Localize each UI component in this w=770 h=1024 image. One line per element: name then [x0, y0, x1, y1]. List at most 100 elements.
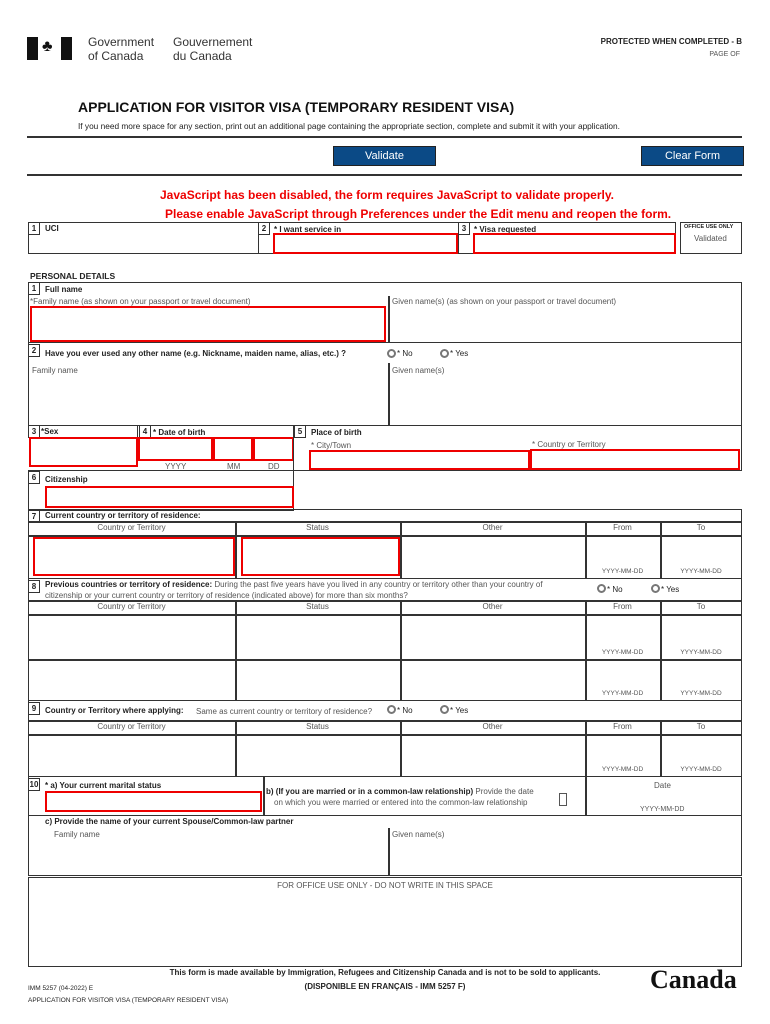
dob-year-input[interactable]: [138, 437, 213, 461]
previous-col-header: Status: [306, 602, 329, 611]
marriage-date-label: Date: [654, 781, 671, 790]
visa-requested-select[interactable]: [473, 233, 676, 254]
marriage-date-format: YYYY-MM-DD: [640, 806, 685, 813]
current-col-header: Country or Territory: [97, 523, 166, 532]
other-name-yes-radio[interactable]: [440, 349, 449, 358]
same-as-question: Same as current country or territory of …: [196, 707, 373, 716]
applying-col-header: Other: [482, 722, 503, 731]
current-date-format: YYYY-MM-DD: [680, 568, 722, 575]
previous-date-format: YYYY-MM-DD: [680, 690, 722, 697]
previous-col-header: Country or Territory: [97, 602, 166, 611]
office-use-area: [28, 877, 742, 967]
current-col-header: To: [696, 523, 706, 532]
pob-city-input[interactable]: [309, 450, 530, 470]
visa-label: * Visa requested: [474, 225, 537, 234]
applying-date-format: YYYY-MM-DD: [601, 766, 644, 773]
canada-wordmark: Canada: [650, 965, 737, 994]
current-status-select[interactable]: [241, 537, 400, 576]
office-use-label: OFFICE USE ONLY: [684, 224, 734, 230]
yes-label: * Yes: [450, 706, 469, 715]
other-name-question: Have you ever used any other name (e.g. …: [45, 349, 347, 358]
citizenship-select[interactable]: [45, 486, 294, 508]
pob-section: [293, 425, 742, 471]
citizenship-label: Citizenship: [45, 475, 88, 484]
partner-family-label: Family name: [54, 830, 100, 839]
given-name-input[interactable]: [392, 306, 740, 341]
uci-label: UCI: [45, 224, 59, 233]
footer-notice: This form is made available by Immigrati…: [169, 968, 601, 977]
same-no-radio[interactable]: [387, 705, 396, 714]
other-given-label: Given name(s): [392, 366, 445, 375]
prev-no-radio[interactable]: [597, 584, 606, 593]
partner-given-label: Given name(s): [392, 830, 445, 839]
office-use-heading: FOR OFFICE USE ONLY - DO NOT WRITE IN TH…: [277, 881, 493, 890]
js-warning-2: Please enable JavaScript through Prefere…: [165, 207, 672, 221]
current-residence-label: Current country or territory of residenc…: [45, 511, 201, 520]
js-warning-1: JavaScript has been disabled, the form r…: [160, 188, 614, 202]
partner-section: [28, 815, 742, 876]
service-in-select[interactable]: [273, 233, 458, 254]
sex-label: *Sex: [41, 427, 59, 436]
country-label: * Country or Territory: [532, 440, 606, 449]
validated-label: Validated: [694, 234, 727, 243]
gov-fr-1: Gouvernement: [173, 35, 253, 49]
previous-col-header: To: [696, 602, 706, 611]
city-label: * City/Town: [311, 441, 352, 450]
page-of: PAGE OF: [709, 51, 740, 58]
clear-form-button[interactable]: Clear Form: [641, 146, 744, 166]
previous-date-format: YYYY-MM-DD: [601, 649, 644, 656]
marital-b-text-2: on which you were married or entered int…: [274, 798, 528, 807]
previous-col-header: From: [613, 602, 632, 611]
mm-label: MM: [227, 462, 241, 471]
protected-label: PROTECTED WHEN COMPLETED - B: [600, 37, 742, 46]
yes-label: * Yes: [450, 349, 469, 358]
prev-residence-text: During the past five years have you live…: [212, 580, 543, 589]
form-name: APPLICATION FOR VISITOR VISA (TEMPORARY …: [28, 997, 229, 1004]
yyyy-label: YYYY: [165, 462, 187, 471]
previous-date-format: YYYY-MM-DD: [680, 649, 722, 656]
other-name-no-radio[interactable]: [387, 349, 396, 358]
footer-french: (DISPONIBLE EN FRANÇAIS - IMM 5257 F): [304, 982, 466, 991]
full-name-label: Full name: [45, 285, 83, 294]
previous-date-format: YYYY-MM-DD: [601, 690, 644, 697]
applying-col-header: Status: [306, 722, 329, 731]
other-family-label: Family name: [32, 366, 78, 375]
given-name-label: Given name(s) (as shown on your passport…: [392, 297, 617, 306]
dob-day-input[interactable]: [253, 437, 294, 461]
canada-flag-logo: ♣: [27, 37, 72, 60]
no-label: * No: [607, 585, 623, 594]
pob-label: Place of birth: [311, 428, 362, 437]
personal-details-heading: PERSONAL DETAILS: [30, 271, 116, 281]
divider: [27, 174, 742, 176]
marital-b-label: b) (If you are married or in a common-la…: [266, 787, 474, 796]
service-label: * I want service in: [274, 225, 342, 234]
gov-en: Government of Canada: [88, 35, 154, 63]
gov-fr-2: du Canada: [173, 49, 232, 63]
prev-yes-radio[interactable]: [651, 584, 660, 593]
marital-status-select[interactable]: [45, 791, 262, 812]
same-yes-radio[interactable]: [440, 705, 449, 714]
current-col-header: Status: [306, 523, 329, 532]
current-col-header: Other: [482, 523, 503, 532]
prev-residence-text-2: citizenship or your current country or t…: [45, 591, 408, 600]
current-country-select[interactable]: [33, 537, 235, 576]
dob-month-input[interactable]: [213, 437, 253, 461]
uci-field[interactable]: [28, 222, 259, 254]
sex-select[interactable]: [29, 437, 138, 467]
divider: [27, 136, 742, 138]
marital-b-text: Provide the date: [473, 787, 534, 796]
validate-button[interactable]: Validate: [333, 146, 436, 166]
applying-col-header: To: [696, 722, 706, 731]
yes-label: * Yes: [661, 585, 680, 594]
gov-en-2: of Canada: [88, 49, 144, 63]
no-label: * No: [397, 349, 413, 358]
calendar-icon[interactable]: [559, 793, 567, 806]
applying-label: Country or Territory where applying:: [45, 706, 184, 715]
marital-status-label: * a) Your current marital status: [45, 781, 162, 790]
pob-country-select[interactable]: [530, 449, 740, 470]
previous-col-header: Other: [482, 602, 503, 611]
applying-col-header: From: [613, 722, 632, 731]
page-title: APPLICATION FOR VISITOR VISA (TEMPORARY …: [78, 99, 515, 115]
family-name-input[interactable]: [30, 306, 386, 342]
